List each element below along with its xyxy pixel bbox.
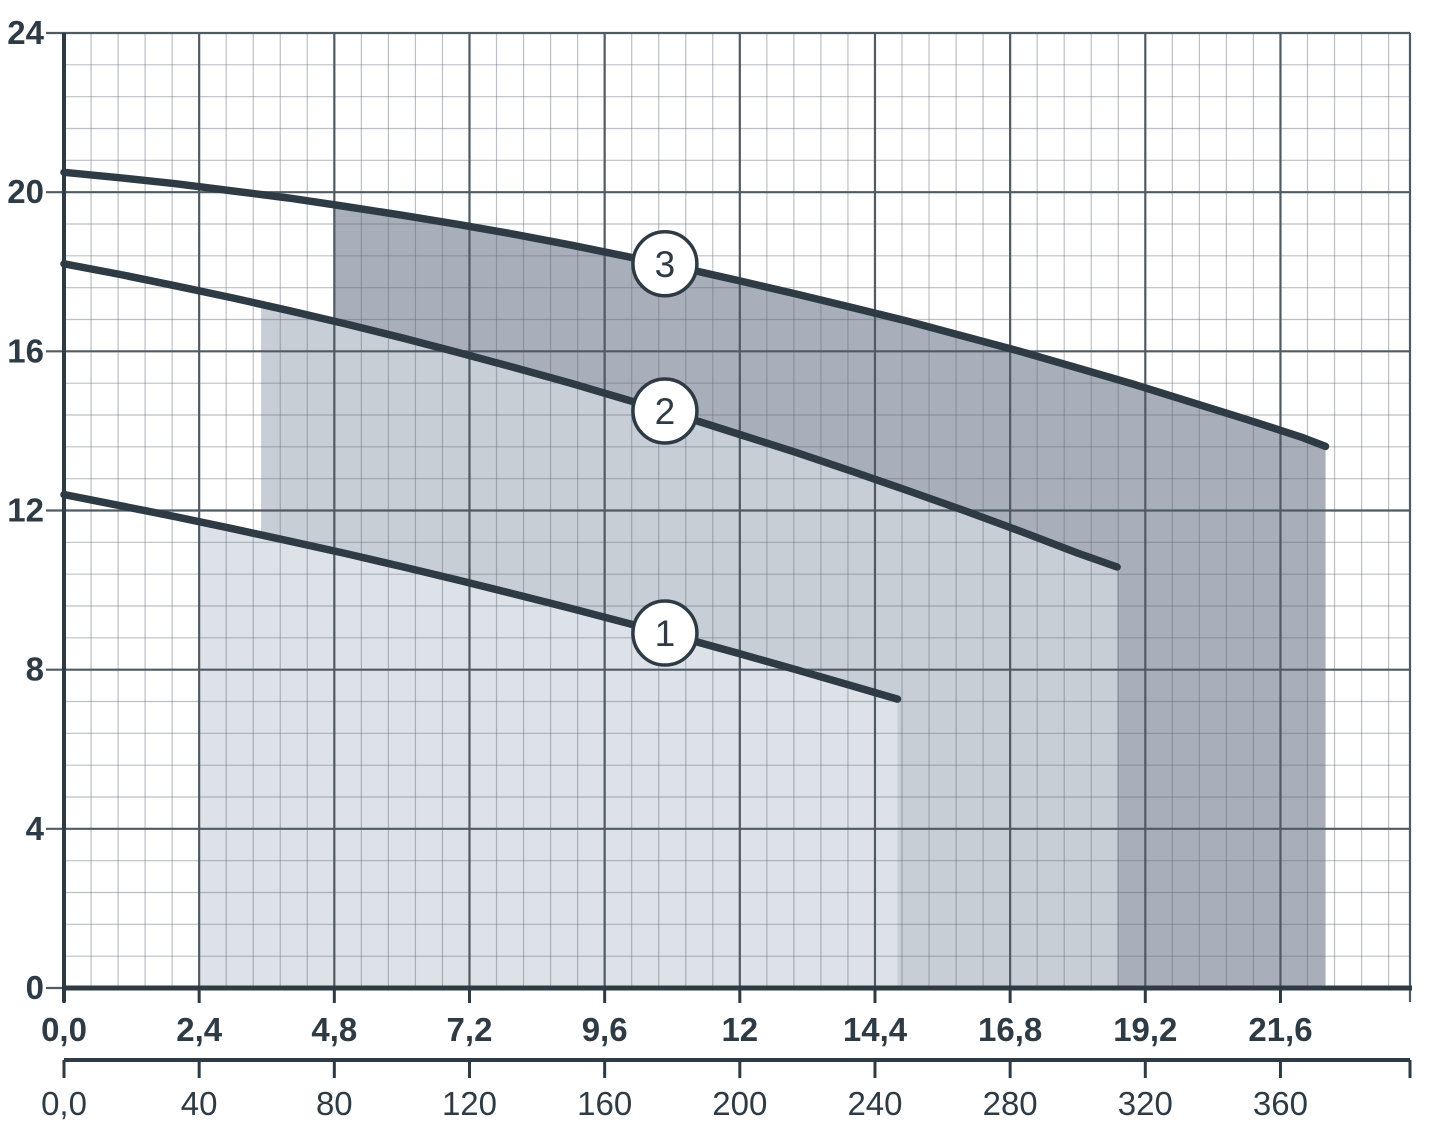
x-axis-secondary-tick-label: 200: [712, 1085, 767, 1122]
x-axis-primary-tick-label: 0,0: [41, 1011, 87, 1048]
curve-2-badge-number: 2: [655, 391, 676, 432]
axes: [62, 33, 1412, 1078]
x-axis-secondary-tick-label: 280: [983, 1085, 1038, 1122]
x-axis-secondary-tick-label: 160: [577, 1085, 632, 1122]
x-axis-primary-tick-label: 2,4: [176, 1011, 223, 1048]
x-axis-secondary-tick-label: 320: [1118, 1085, 1173, 1122]
x-axis-primary-tick-label: 16,8: [978, 1011, 1042, 1048]
x-axis-secondary-tick-label: 240: [847, 1085, 902, 1122]
curve-2: [60, 260, 1121, 571]
curve-3: [60, 168, 1330, 451]
y-axis-tick-label: 24: [7, 14, 44, 51]
operating-range-bands: [199, 204, 1326, 989]
x-axis-primary-tick-label: 9,6: [582, 1011, 628, 1048]
y-axis-tick-label: 0: [26, 969, 44, 1006]
y-axis-tick-label: 8: [26, 651, 44, 688]
y-axis-tick-label: 20: [7, 173, 44, 210]
curve-1: [60, 490, 902, 703]
x-axis-secondary-tick-label: 80: [316, 1085, 353, 1122]
x-axis-primary-tick-label: 19,2: [1113, 1011, 1177, 1048]
x-axis-secondary-tick-label: 40: [181, 1085, 218, 1122]
y-axis-tick-label: 12: [7, 492, 44, 529]
x-axis-secondary-tick-label: 0,0: [41, 1085, 87, 1122]
curve-3-badge-number: 3: [655, 244, 676, 285]
x-axis-primary-tick-label: 7,2: [447, 1011, 493, 1048]
curve-3-badge-circle: [631, 230, 699, 298]
curve-2-badge-circle: [631, 377, 699, 445]
x-axis-primary-tick-label: 21,6: [1248, 1011, 1312, 1048]
x-axis-primary-tick-label: 12: [721, 1011, 758, 1048]
x-axis-secondary-tick-label: 120: [442, 1085, 497, 1122]
curve-badges: 1 2 3: [631, 230, 699, 667]
y-axis-tick-label: 4: [26, 810, 45, 847]
x-axis-primary-tick-label: 14,4: [843, 1011, 908, 1048]
y-axis-tick-label: 16: [7, 332, 44, 369]
curves: [60, 168, 1330, 703]
x-axis-primary-tick-label: 4,8: [311, 1011, 357, 1048]
curve-1-badge-circle: [631, 599, 699, 667]
band-curve-1: [199, 521, 898, 988]
curve-1-badge-number: 1: [655, 613, 676, 654]
x-axis-secondary-tick-label: 360: [1253, 1085, 1308, 1122]
